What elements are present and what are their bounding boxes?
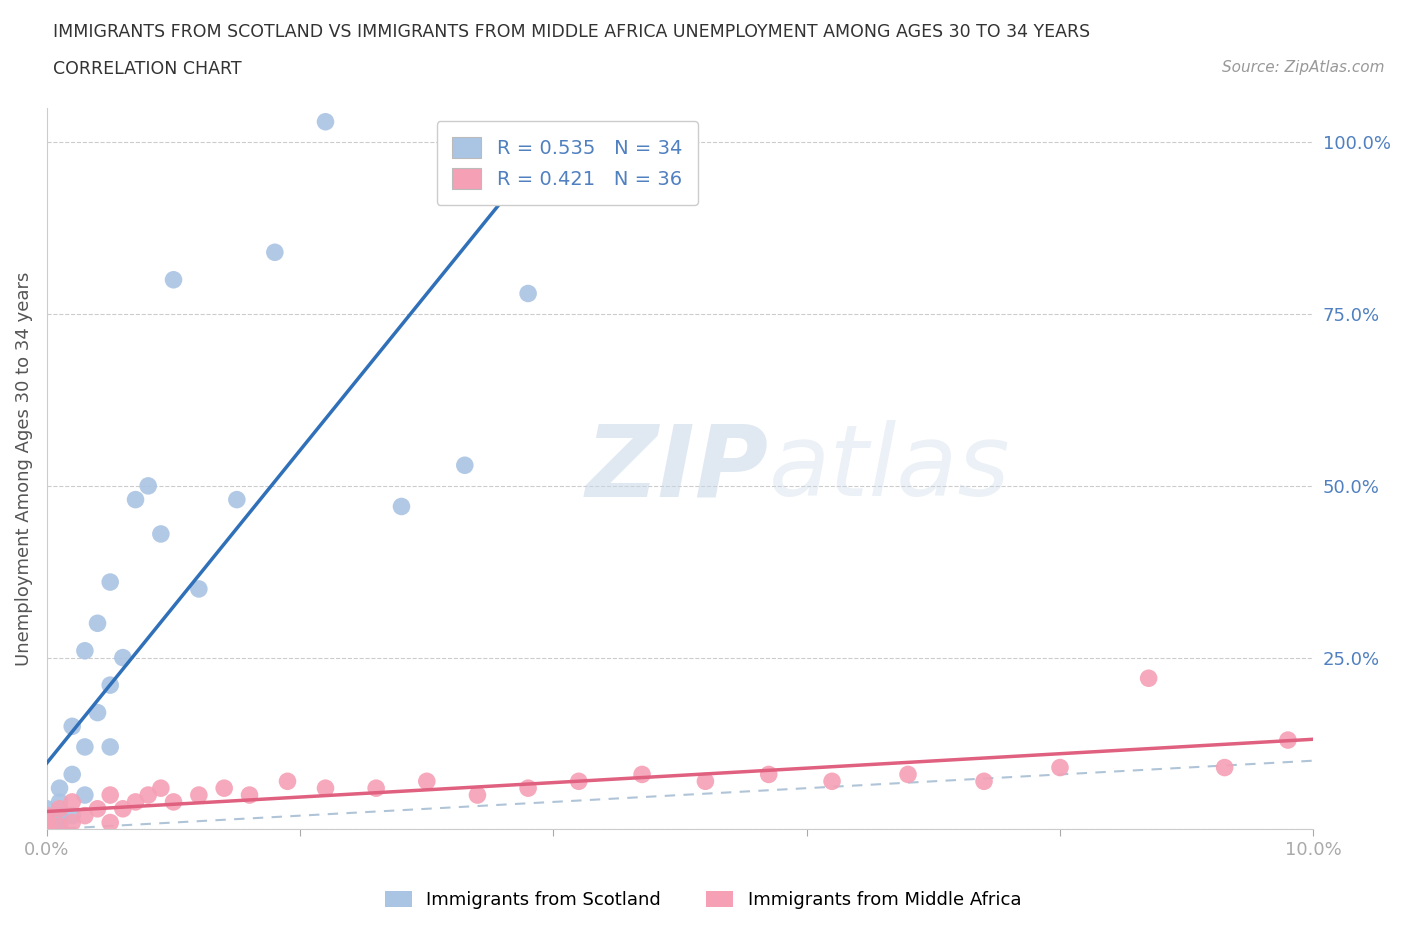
Text: ZIP: ZIP bbox=[586, 420, 769, 517]
Text: CORRELATION CHART: CORRELATION CHART bbox=[53, 60, 242, 78]
Point bbox=[263, 245, 285, 259]
Legend: R = 0.535   N = 34, R = 0.421   N = 36: R = 0.535 N = 34, R = 0.421 N = 36 bbox=[436, 121, 697, 205]
Y-axis label: Unemployment Among Ages 30 to 34 years: Unemployment Among Ages 30 to 34 years bbox=[15, 272, 32, 666]
Point bbox=[467, 788, 489, 803]
Point bbox=[35, 818, 58, 833]
Point bbox=[136, 788, 159, 803]
Point bbox=[391, 499, 413, 514]
Point bbox=[1137, 671, 1160, 685]
Point bbox=[73, 644, 96, 658]
Point bbox=[276, 774, 298, 789]
Point bbox=[86, 616, 108, 631]
Point bbox=[149, 526, 172, 541]
Point bbox=[631, 767, 654, 782]
Point bbox=[98, 575, 121, 590]
Point bbox=[35, 808, 58, 823]
Point bbox=[86, 802, 108, 817]
Point bbox=[187, 581, 209, 596]
Point bbox=[162, 794, 184, 809]
Point bbox=[98, 739, 121, 754]
Point bbox=[238, 788, 260, 803]
Point bbox=[821, 774, 844, 789]
Text: Source: ZipAtlas.com: Source: ZipAtlas.com bbox=[1222, 60, 1385, 75]
Point bbox=[517, 286, 540, 301]
Point bbox=[48, 822, 70, 837]
Point bbox=[60, 767, 83, 782]
Point bbox=[48, 780, 70, 795]
Point bbox=[897, 767, 920, 782]
Point bbox=[48, 818, 70, 833]
Point bbox=[60, 719, 83, 734]
Point bbox=[136, 478, 159, 493]
Point bbox=[60, 815, 83, 830]
Point bbox=[48, 815, 70, 830]
Point bbox=[162, 272, 184, 287]
Point bbox=[187, 788, 209, 803]
Point bbox=[60, 794, 83, 809]
Point bbox=[758, 767, 780, 782]
Point bbox=[1049, 760, 1071, 775]
Point bbox=[973, 774, 995, 789]
Point bbox=[48, 818, 70, 833]
Text: atlas: atlas bbox=[769, 420, 1011, 517]
Point bbox=[35, 815, 58, 830]
Point bbox=[416, 774, 439, 789]
Point bbox=[73, 739, 96, 754]
Point bbox=[517, 780, 540, 795]
Point bbox=[568, 774, 591, 789]
Point bbox=[149, 780, 172, 795]
Point bbox=[98, 788, 121, 803]
Point bbox=[73, 808, 96, 823]
Point bbox=[48, 802, 70, 817]
Point bbox=[366, 780, 388, 795]
Point bbox=[73, 788, 96, 803]
Point bbox=[35, 822, 58, 837]
Point bbox=[124, 492, 146, 507]
Point bbox=[98, 678, 121, 693]
Point bbox=[111, 802, 134, 817]
Legend: Immigrants from Scotland, Immigrants from Middle Africa: Immigrants from Scotland, Immigrants fro… bbox=[378, 884, 1028, 916]
Point bbox=[1213, 760, 1236, 775]
Point bbox=[35, 802, 58, 817]
Point bbox=[315, 780, 337, 795]
Point bbox=[48, 808, 70, 823]
Point bbox=[454, 458, 477, 472]
Point bbox=[225, 492, 247, 507]
Point bbox=[35, 822, 58, 837]
Point bbox=[212, 780, 235, 795]
Point bbox=[315, 114, 337, 129]
Point bbox=[60, 808, 83, 823]
Point bbox=[35, 815, 58, 830]
Point bbox=[111, 650, 134, 665]
Point bbox=[124, 794, 146, 809]
Text: IMMIGRANTS FROM SCOTLAND VS IMMIGRANTS FROM MIDDLE AFRICA UNEMPLOYMENT AMONG AGE: IMMIGRANTS FROM SCOTLAND VS IMMIGRANTS F… bbox=[53, 23, 1091, 41]
Point bbox=[695, 774, 717, 789]
Point bbox=[1277, 733, 1299, 748]
Point bbox=[35, 808, 58, 823]
Point bbox=[48, 794, 70, 809]
Point bbox=[98, 815, 121, 830]
Point bbox=[86, 705, 108, 720]
